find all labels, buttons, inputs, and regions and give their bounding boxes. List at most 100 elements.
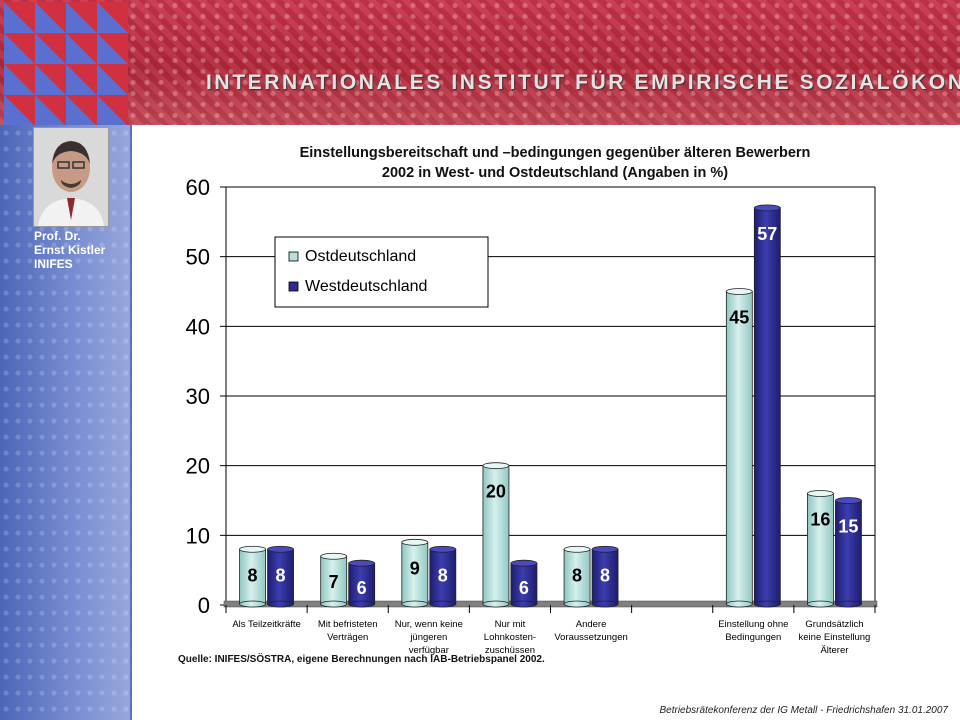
data-label: 16 <box>810 510 830 530</box>
legend-label: Ostdeutschland <box>305 248 416 265</box>
bar-west <box>510 562 538 605</box>
legend-swatch-west <box>288 281 299 292</box>
pattern-triangle <box>35 64 66 95</box>
pattern-triangle <box>4 33 35 64</box>
bar-ost <box>807 493 834 605</box>
bar-chart: 0 10 20 30 40 50 60 Als Teilzeitkräfte Mit befri… <box>186 175 878 655</box>
bar-west <box>753 207 781 605</box>
bar-base <box>320 600 348 608</box>
x-category-label: Nur mit <box>495 619 526 630</box>
pattern-triangle <box>35 95 65 125</box>
header-texture <box>0 0 960 125</box>
source-note: Quelle: INIFES/SÖSTRA, eigene Berechnung… <box>178 654 545 665</box>
bar-cap <box>239 545 266 553</box>
bar-cap <box>753 204 781 212</box>
x-category-label: Grundsätzlich <box>805 619 863 630</box>
x-category-label: Nur, wenn keine <box>395 619 463 630</box>
pattern-triangle <box>97 33 128 64</box>
y-tick-label: 0 <box>198 593 210 618</box>
data-label: 45 <box>729 308 749 328</box>
y-tick-label: 40 <box>186 314 210 339</box>
x-category-label: Lohnkosten- <box>484 632 536 643</box>
pattern-triangle <box>66 95 96 125</box>
bar-ost <box>320 555 348 605</box>
bar-cap <box>267 545 294 553</box>
bar-west <box>429 548 457 605</box>
speaker-photo <box>33 127 109 227</box>
data-label: 8 <box>572 565 582 585</box>
y-tick-label: 50 <box>186 245 210 270</box>
x-category-label: Älterer <box>820 645 848 655</box>
pattern-triangle <box>4 2 35 33</box>
bar-west <box>835 500 862 605</box>
data-label: 9 <box>410 558 420 578</box>
pattern-triangle <box>97 64 128 95</box>
bar-base <box>725 600 753 608</box>
header-banner: INTERNATIONALES INSTITUT FÜR EMPIRISCHE … <box>0 0 960 125</box>
bar-base <box>348 600 376 608</box>
bar-ost <box>563 548 591 605</box>
data-label: 8 <box>276 565 286 585</box>
data-label: 6 <box>519 578 529 598</box>
y-tick-label: 20 <box>186 454 210 479</box>
y-tick-label: 10 <box>186 523 210 548</box>
bar-cap <box>725 288 753 295</box>
x-category-label: keine Einstellung <box>799 632 871 643</box>
data-label: 57 <box>757 224 777 244</box>
x-category-label: Andere <box>576 619 607 630</box>
pattern-triangle <box>66 64 97 95</box>
bar-cap <box>510 559 538 567</box>
data-label: 8 <box>438 565 448 585</box>
legend-label: Westdeutschland <box>305 278 427 295</box>
pattern-triangle <box>35 33 66 64</box>
chart-title: Einstellungsbereitschaft und –bedingunge… <box>150 143 960 183</box>
bar-base <box>267 600 294 608</box>
bar-base <box>239 600 266 608</box>
data-label: 20 <box>486 482 506 502</box>
data-label: 8 <box>248 565 258 585</box>
pattern-triangle <box>4 64 35 95</box>
data-label: 8 <box>600 565 610 585</box>
bar-base <box>591 600 619 608</box>
bar-cap <box>320 552 348 560</box>
bar-base <box>429 600 457 608</box>
bar-ost <box>401 541 429 605</box>
pattern-triangle <box>4 95 34 125</box>
bar-base <box>510 600 538 608</box>
chart-title-line: Einstellungsbereitschaft und –bedingunge… <box>299 145 811 161</box>
bar-base <box>807 600 834 608</box>
data-label: 15 <box>838 517 858 537</box>
pattern-triangle <box>97 95 127 125</box>
y-tick-label: 60 <box>186 175 210 200</box>
speaker-name-line: Prof. Dr. <box>34 229 81 243</box>
bar-cap <box>429 545 457 553</box>
data-label: 6 <box>357 578 367 598</box>
x-category-label: zuschüssen <box>485 645 535 655</box>
bar-cap <box>807 490 834 497</box>
pattern-triangle <box>66 33 97 64</box>
x-category-label: verfügbar <box>409 645 449 655</box>
bar-base <box>753 600 781 608</box>
x-category-label: Verträgen <box>327 632 368 643</box>
x-category-label: Als Teilzeitkräfte <box>232 619 300 630</box>
bar-cap <box>835 497 862 504</box>
pattern-triangle <box>97 2 128 33</box>
triangle-pattern-logo <box>4 2 128 125</box>
pattern-triangle <box>66 2 97 33</box>
institute-title: INTERNATIONALES INSTITUT FÜR EMPIRISCHE … <box>206 71 960 94</box>
bar-ost <box>482 465 510 605</box>
speaker-name-line: INIFES <box>34 257 73 271</box>
bar-ost <box>239 548 266 605</box>
x-category-label: Voraussetzungen <box>554 632 627 643</box>
x-category-label: jüngeren <box>409 632 447 643</box>
speaker-name: Prof. Dr. Ernst Kistler INIFES <box>34 229 105 271</box>
pattern-triangle <box>35 2 66 33</box>
chart-title-line: 2002 in West- und Ostdeutschland (Angabe… <box>381 165 729 181</box>
speaker-name-line: Ernst Kistler <box>34 243 106 257</box>
bar-cap <box>401 538 429 546</box>
bar-base <box>563 600 591 608</box>
bar-cap <box>348 559 376 567</box>
legend-swatch-ost <box>288 251 299 262</box>
x-category-label: Mit befristeten <box>318 619 378 630</box>
data-label: 7 <box>329 572 339 592</box>
